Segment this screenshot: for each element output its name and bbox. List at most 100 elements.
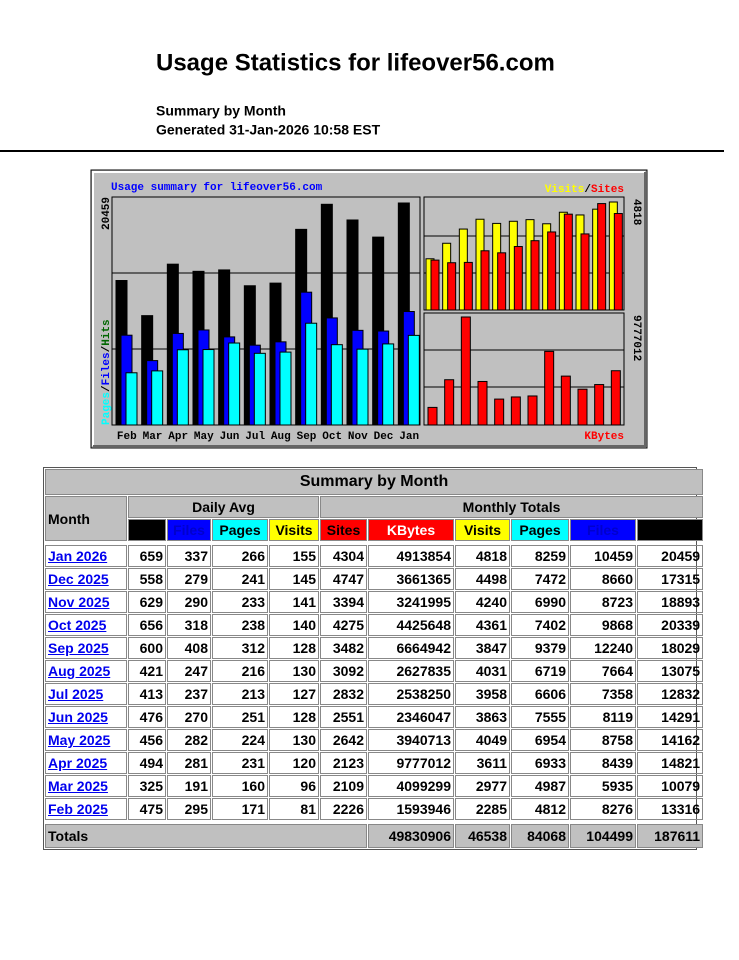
pages-bar <box>125 372 138 426</box>
value-cell: 120 <box>269 752 319 774</box>
totals-value: 104499 <box>570 824 636 848</box>
month-cell: Apr 2025 <box>45 752 127 774</box>
value-cell: 295 <box>167 798 211 820</box>
value-cell: 7472 <box>511 568 569 590</box>
legend-hits: Hits <box>101 319 113 345</box>
scale-visits: 4818 <box>630 199 642 226</box>
chart-title: Usage summary for lifeover56.com <box>111 182 323 194</box>
value-cell: 2285 <box>455 798 510 820</box>
value-cell: 5935 <box>570 775 636 797</box>
month-link[interactable]: Aug 2025 <box>48 663 111 679</box>
value-cell: 3482 <box>320 637 367 659</box>
value-cell: 14162 <box>637 729 704 751</box>
value-cell: 7664 <box>570 660 636 682</box>
legend-sep: / <box>101 385 113 392</box>
value-cell: 237 <box>167 683 211 705</box>
kbytes-bar <box>610 370 621 426</box>
sites-bar <box>463 261 473 311</box>
row <box>45 542 703 544</box>
subtitle: Summary by Month <box>156 103 286 119</box>
month-link[interactable]: Nov 2025 <box>48 594 110 610</box>
month-link[interactable]: Dec 2025 <box>48 571 109 587</box>
month-cell: Sep 2025 <box>45 637 127 659</box>
value-cell: 233 <box>212 591 268 613</box>
value-cell: 476 <box>128 706 166 728</box>
pages-bar <box>305 322 318 426</box>
value-cell: 312 <box>212 637 268 659</box>
column-header: Hits <box>128 519 166 541</box>
value-cell: 4275 <box>320 614 367 636</box>
sites-bar <box>597 203 607 311</box>
value-cell: 4987 <box>511 775 569 797</box>
legend-sites: Sites <box>591 184 624 196</box>
value-cell: 325 <box>128 775 166 797</box>
month-link[interactable]: Feb 2025 <box>48 801 108 817</box>
month-cell: May 2025 <box>45 729 127 751</box>
month-link[interactable]: Oct 2025 <box>48 617 107 633</box>
row: Nov 2025 629 290 233 141 3394 3241995 4240 6990 8… <box>45 591 704 613</box>
column-header: Pages <box>212 519 268 541</box>
value-cell: 96 <box>269 775 319 797</box>
value-cell: 13316 <box>637 798 704 820</box>
value-cell: 266 <box>212 545 268 567</box>
month-header: Month <box>45 496 127 541</box>
totals-label: Totals <box>45 824 367 848</box>
row: Jun 2025 476 270 251 128 2551 2346047 3863 7555 8… <box>45 706 704 728</box>
row: Aug 2025 421 247 216 130 3092 2627835 4031 6719 7… <box>45 660 704 682</box>
value-cell: 7358 <box>570 683 636 705</box>
month-link[interactable]: Mar 2025 <box>48 778 108 794</box>
bevel <box>93 172 646 447</box>
kbytes-bar <box>527 395 538 426</box>
month-link[interactable]: Jun 2025 <box>48 709 108 725</box>
month-label: Aug <box>271 431 291 443</box>
month-label: Feb <box>117 431 137 443</box>
sites-bar <box>613 213 623 311</box>
month-link[interactable]: Sep 2025 <box>48 640 109 656</box>
value-cell: 4304 <box>320 545 367 567</box>
value-cell: 17315 <box>637 568 704 590</box>
value-cell: 18893 <box>637 591 704 613</box>
kbytes-bar <box>494 398 505 426</box>
value-cell: 3092 <box>320 660 367 682</box>
row: Month Daily Avg Monthly Totals <box>45 496 704 541</box>
value-cell: 6954 <box>511 729 569 751</box>
value-cell: 6719 <box>511 660 569 682</box>
value-cell: 3611 <box>455 752 510 774</box>
spacer <box>45 821 703 823</box>
value-cell: 238 <box>212 614 268 636</box>
month-link[interactable]: Jul 2025 <box>48 686 104 702</box>
value-cell: 128 <box>269 637 319 659</box>
value-cell: 13075 <box>637 660 704 682</box>
value-cell: 8276 <box>570 798 636 820</box>
value-cell: 10459 <box>570 545 636 567</box>
month-cell: Jan 2026 <box>45 545 127 567</box>
month-link[interactable]: May 2025 <box>48 732 111 748</box>
legend-sep: / <box>584 184 591 196</box>
value-cell: 6990 <box>511 591 569 613</box>
pages-bar <box>382 343 395 426</box>
column-header: KBytes <box>368 519 454 541</box>
month-label: Jul <box>245 431 265 443</box>
column-header: Sites <box>320 519 367 541</box>
month-cell: Mar 2025 <box>45 775 127 797</box>
kbytes-bar <box>577 388 588 426</box>
bevel <box>92 171 645 446</box>
value-cell: 8119 <box>570 706 636 728</box>
value-cell: 659 <box>128 545 166 567</box>
value-cell: 475 <box>128 798 166 820</box>
totals-value: 49830906 <box>368 824 454 848</box>
month-link[interactable]: Jan 2026 <box>48 548 108 564</box>
value-cell: 251 <box>212 706 268 728</box>
table-title: Summary by Month <box>45 469 704 495</box>
value-cell: 8660 <box>570 568 636 590</box>
value-cell: 270 <box>167 706 211 728</box>
value-cell: 14821 <box>637 752 704 774</box>
totals-value: 46538 <box>455 824 510 848</box>
pages-bar <box>176 349 189 426</box>
legend-left: Pages/Files/Hits <box>101 319 113 425</box>
value-cell: 281 <box>167 752 211 774</box>
month-link[interactable]: Apr 2025 <box>48 755 108 771</box>
pages-bar <box>253 352 266 426</box>
totals-value: 187611 <box>637 824 704 848</box>
